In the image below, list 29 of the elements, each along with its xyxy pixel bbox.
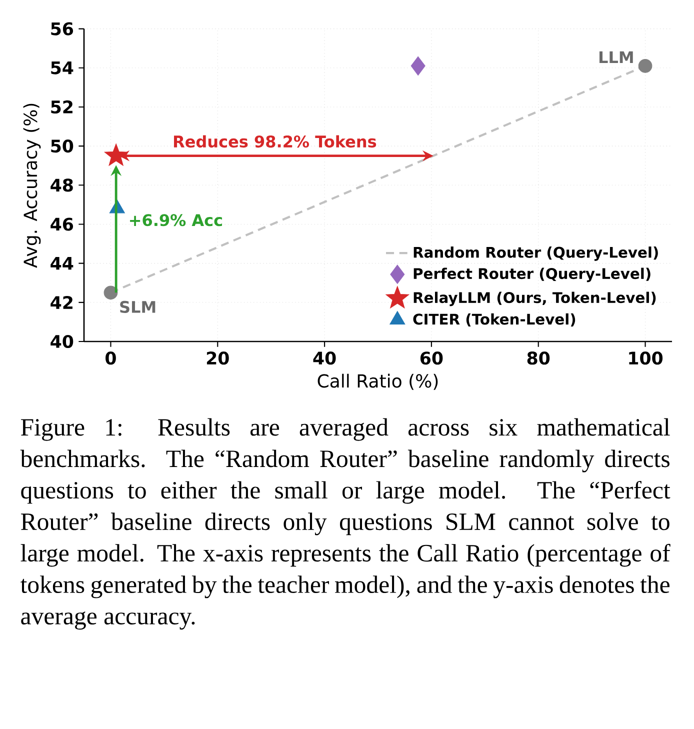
y-tick-label: 40 — [50, 334, 74, 348]
x-axis-title: Call Ratio (%) — [318, 374, 438, 390]
x-tick-label: 60 — [420, 352, 443, 365]
y-axis-title: Avg. Accuracy (%) — [23, 104, 41, 268]
legend-label: Perfect Router (Query-Level) — [414, 268, 650, 282]
x-tick-label: 20 — [206, 352, 229, 365]
annotation: Reduces 98.2% Tokens — [174, 135, 376, 148]
x-tick-label: 80 — [527, 352, 550, 365]
y-tick-label: 50 — [51, 140, 74, 153]
y-tick-label: 46 — [50, 218, 74, 231]
legend-label: CITER (Token-Level) — [413, 313, 576, 326]
x-tick-label: 40 — [313, 352, 336, 365]
x-tick-label: 0 — [106, 352, 116, 365]
y-tick-label: 56 — [51, 22, 74, 36]
y-tick-label: 54 — [51, 61, 74, 74]
x-tick-label: 100 — [629, 352, 663, 365]
point — [104, 144, 128, 166]
y-tick-label: 48 — [50, 178, 73, 192]
y-tick-label: 52 — [51, 100, 72, 114]
annotation: LLM — [599, 51, 633, 63]
point — [638, 58, 652, 73]
legend-label: Random Router (Query-Level) — [414, 246, 658, 261]
caption: Figure 1: Results are averaged across six mathematical benchmarks. The “Random Router” baseline randomly directs questions to either the small or large model. The “Perfect Router” baseline directs only questions SLM cannot solve to large model. The x-axis represents the Call Ratio (percentage of tokens generated by the teacher model), and the y-axis denotes the average accuracy. — [20, 418, 670, 630]
annotation: SLM — [120, 300, 156, 314]
legend-label: RelayLLM (Ours, Token-Level) — [414, 292, 656, 306]
annotation: +6.9% Acc — [130, 214, 222, 226]
y-tick-label: 42 — [50, 296, 72, 309]
y-tick-label: 44 — [50, 257, 74, 270]
point — [410, 56, 426, 76]
